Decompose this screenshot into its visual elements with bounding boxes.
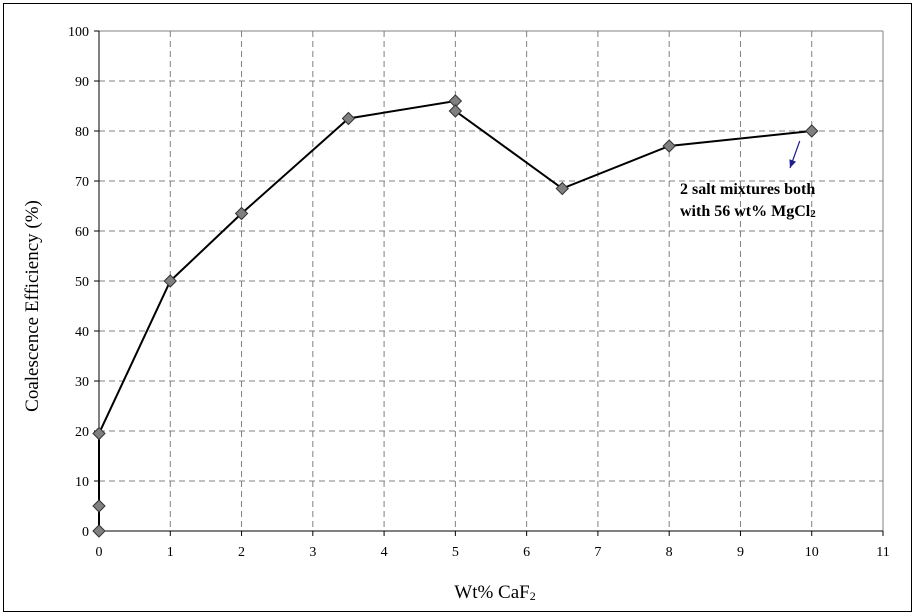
y-tick-label: 0 [82,525,89,540]
y-tick-label: 100 [68,25,89,40]
x-tick-label: 4 [381,545,388,560]
series-coalescence-efficiency [92,94,819,538]
data-point [163,274,177,288]
x-tick-label: 9 [737,545,744,560]
y-tick-label: 60 [75,225,89,240]
annotation-line-1: 2 salt mixtures both [680,181,815,198]
x-tick-label: 8 [666,545,673,560]
data-point [234,206,249,221]
data-point [448,104,463,118]
y-tick-label: 10 [75,475,89,490]
x-tick-label: 1 [167,545,174,560]
x-tick-label: 2 [238,545,245,560]
x-tick-label: 5 [452,545,459,560]
y-tick-label: 30 [75,375,89,390]
y-tick-label: 20 [75,425,89,440]
y-tick-label: 80 [75,125,89,140]
x-tick-label: 10 [805,545,819,560]
x-tick-label: 7 [594,545,601,560]
data-point [662,139,676,153]
annotation-arrow-head [789,159,797,168]
x-tick-label: 11 [876,545,889,560]
annotation-line-2: with 56 wt% MgCl2 [680,203,816,220]
y-tick-label: 50 [75,275,89,290]
data-point [805,124,819,138]
annotation-line-2-main: with 56 wt% MgCl [680,203,811,220]
data-point [92,426,106,441]
data-point [341,111,356,126]
annotation [789,140,801,169]
annotation-line-2-subscript: 2 [810,208,816,220]
chart-border [3,3,912,612]
x-axis-title: Wt% CaF2 [454,582,535,603]
y-tick-label: 40 [75,325,89,340]
x-tick-label: 6 [523,545,530,560]
x-axis-title-main: Wt% CaF [454,582,529,603]
x-tick-label: 0 [96,545,103,560]
y-tick-label: 90 [75,75,89,90]
y-axis-title: Coalescence Efficiency (%) [22,200,43,412]
data-point [92,499,106,513]
x-tick-label: 3 [309,545,316,560]
x-tick-labels: 0 1 2 3 4 5 6 7 8 9 10 11 [96,545,890,560]
x-axis-title-subscript: 2 [530,589,536,603]
data-point [555,181,569,196]
y-tick-label: 70 [75,175,89,190]
data-point [92,524,106,538]
y-tick-labels: 0 10 20 30 40 50 60 70 80 90 100 [68,25,89,540]
